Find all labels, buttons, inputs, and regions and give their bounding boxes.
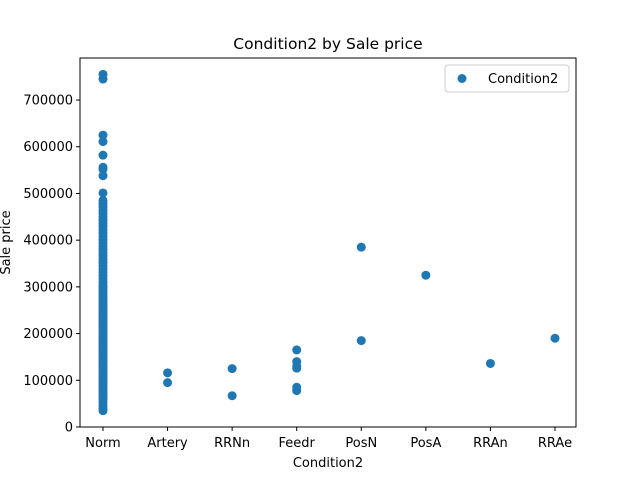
x-axis-label: Condition2	[293, 456, 363, 471]
legend: Condition2	[444, 64, 570, 93]
y-tick-label: 200000	[23, 327, 73, 342]
scatter-point	[292, 357, 302, 367]
scatter-point	[163, 378, 173, 388]
x-tick-label: RRAn	[473, 436, 508, 451]
scatter-point	[98, 137, 108, 147]
scatter-point	[356, 336, 366, 346]
y-axis-ticks: 0 100000 200000 300000 400000 500000 600000 700…	[23, 94, 80, 436]
y-tick-label: 0	[65, 421, 73, 436]
plot-area-frame	[79, 57, 577, 428]
x-tick-label: Artery	[147, 436, 188, 451]
scatter-point	[227, 364, 237, 374]
scatter-point	[98, 171, 108, 181]
scatter-point	[292, 382, 302, 392]
x-axis-ticks: Norm Artery RRNn Feedr PosN PosA RRAn RRAe	[85, 427, 572, 451]
y-axis-label: Sale price	[0, 210, 14, 274]
legend-marker	[457, 74, 467, 83]
scatter-point	[98, 150, 108, 160]
x-tick-label: RRAe	[538, 436, 572, 451]
scatter-point	[163, 368, 173, 378]
x-tick-label: Norm	[85, 436, 120, 451]
data-points	[98, 69, 560, 416]
x-tick-label: Feedr	[279, 436, 316, 451]
legend-label: Condition2	[488, 72, 558, 87]
y-tick-label: 100000	[23, 374, 73, 389]
scatter-point	[421, 270, 431, 280]
y-tick-label: 600000	[23, 140, 73, 155]
y-tick-label: 300000	[23, 280, 73, 295]
chart-title: Condition2 by Sale price	[233, 35, 422, 53]
scatter-point	[356, 242, 366, 252]
scatter-point	[227, 391, 237, 401]
scatter-point	[98, 195, 108, 205]
y-tick-label: 700000	[23, 94, 73, 109]
scatter-point	[550, 333, 560, 343]
y-tick-label: 400000	[23, 234, 73, 249]
scatter-point	[98, 162, 108, 172]
scatter-point	[292, 345, 302, 355]
scatter-point	[98, 69, 108, 79]
scatter-point	[485, 358, 495, 368]
legend-box	[444, 64, 570, 93]
scatter-point	[98, 130, 108, 140]
x-tick-label: RRNn	[214, 436, 250, 451]
scatter-point	[98, 188, 108, 198]
y-tick-label: 500000	[23, 187, 73, 202]
x-tick-label: PosN	[345, 436, 377, 451]
x-tick-label: PosA	[410, 436, 441, 451]
